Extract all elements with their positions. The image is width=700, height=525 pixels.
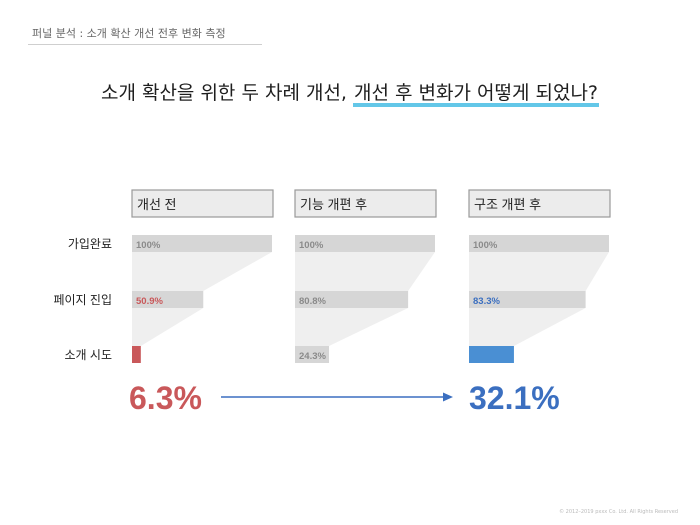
data-label: 80.8% <box>299 296 326 307</box>
funnel-bar <box>295 346 330 363</box>
funnel-connector <box>295 308 409 346</box>
footer-copyright: © 2012–2019 pxxx Co. Ltd. All Rights Res… <box>559 509 678 515</box>
row-label: 페이지 진입 <box>53 293 112 307</box>
column-header-box <box>468 189 611 218</box>
data-label: 24.3% <box>299 351 326 362</box>
funnel-connector <box>132 308 204 346</box>
column-header-box <box>131 189 274 218</box>
funnel-connector <box>132 252 272 291</box>
row-label: 가입완료 <box>68 237 112 251</box>
funnel-bar <box>469 346 514 363</box>
funnel-bar <box>295 235 435 252</box>
column-header-label: 개선 전 <box>137 197 177 212</box>
column-header-box <box>294 189 437 218</box>
funnel-bar <box>132 346 141 363</box>
funnel-bar <box>295 291 409 308</box>
before-rate-value: 6.3% <box>129 380 202 416</box>
column-header-label: 기능 개편 후 <box>300 197 367 212</box>
funnel-bar <box>132 235 272 252</box>
page-title-highlight: 개선 후 변화가 어떻게 되었나? <box>353 82 600 107</box>
data-label: 100% <box>299 240 324 251</box>
breadcrumb: 퍼널 분석 : 소개 확산 개선 전후 변화 측정 <box>32 27 226 40</box>
funnel-connector <box>469 252 609 291</box>
data-label: 100% <box>473 240 498 251</box>
row-label: 소개 시도 <box>65 348 113 362</box>
data-label: 100% <box>136 240 161 251</box>
page-title: 소개 확산을 위한 두 차례 개선, 개선 후 변화가 어떻게 되었나? <box>0 78 700 107</box>
page-title-text: 소개 확산을 위한 두 차례 개선, <box>100 82 354 104</box>
after-rate-value: 32.1% <box>469 380 560 416</box>
data-label: 50.9% <box>136 296 163 307</box>
change-arrow-head <box>443 392 453 402</box>
funnel-bar <box>469 235 609 252</box>
data-label: 83.3% <box>473 296 500 307</box>
column-header-label: 구조 개편 후 <box>474 197 541 212</box>
funnel-connector <box>295 252 435 291</box>
funnel-bar <box>469 291 586 308</box>
breadcrumb-divider <box>28 44 262 45</box>
funnel-connector <box>469 308 586 346</box>
funnel-bar <box>132 291 204 308</box>
